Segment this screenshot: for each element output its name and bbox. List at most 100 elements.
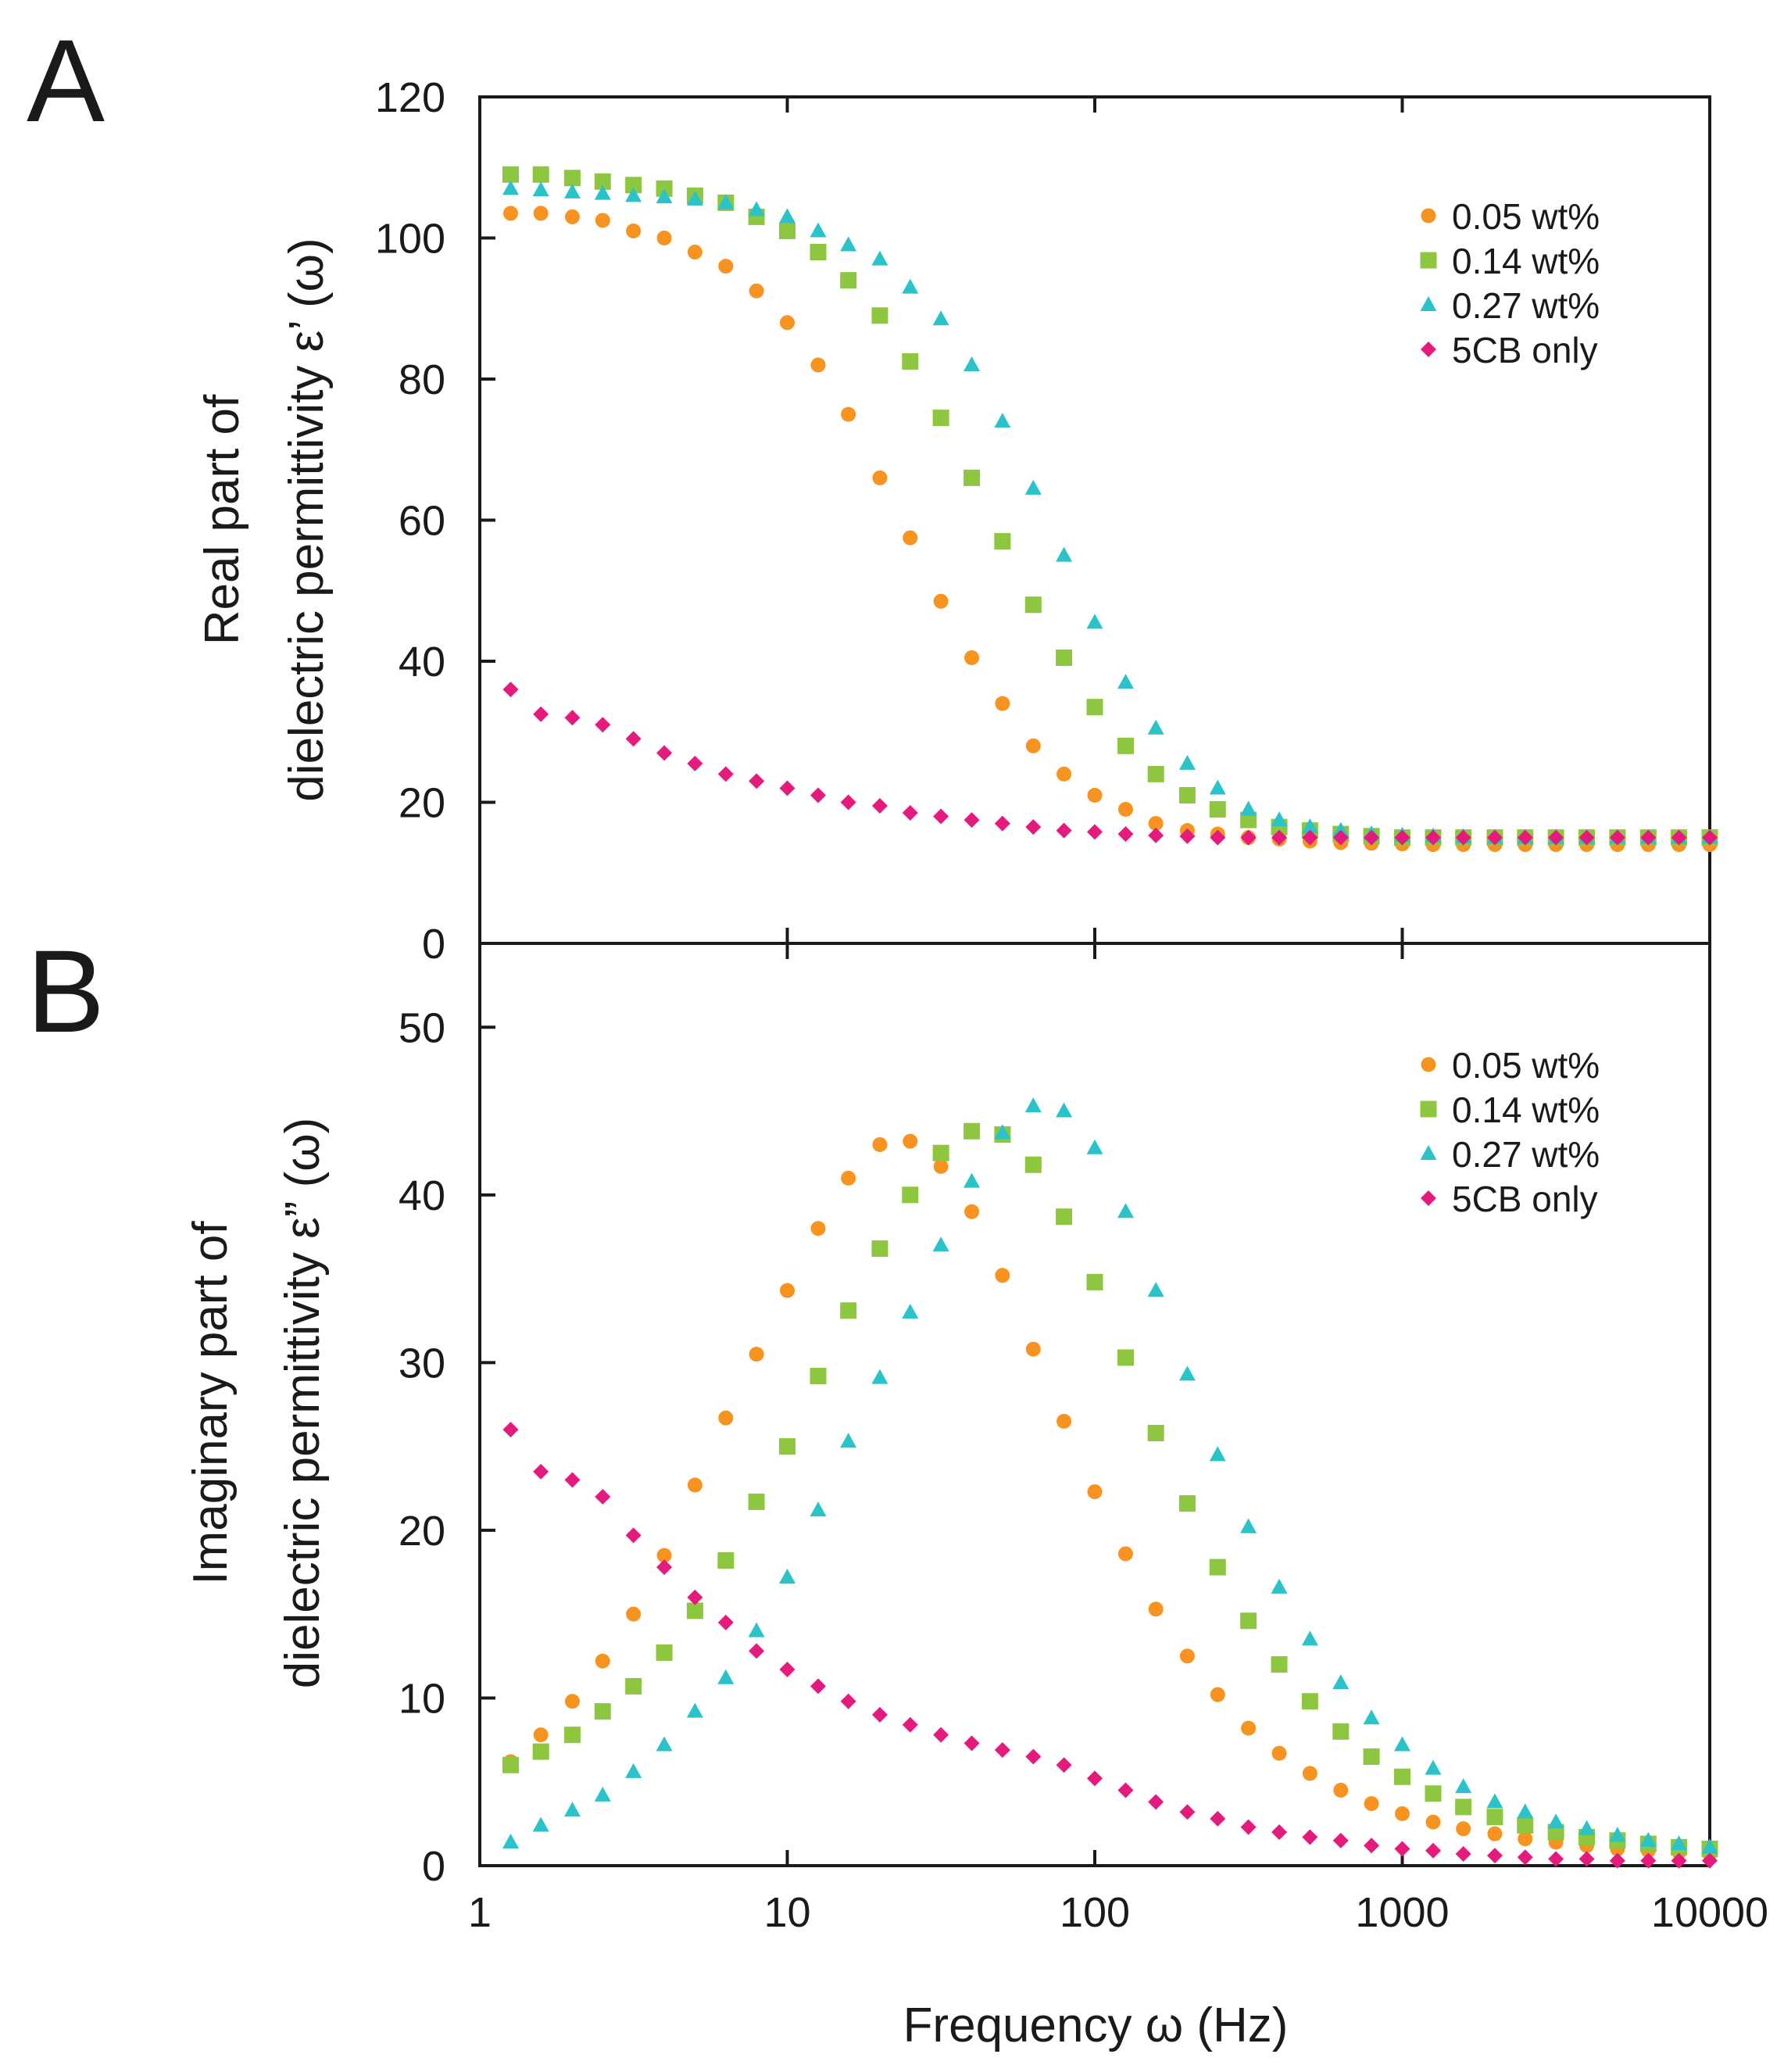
panel-b-point-square [1147, 1424, 1164, 1441]
x-tick-label: 1 [468, 1889, 492, 1936]
panel-b-point-triangle [1240, 1518, 1257, 1533]
panel-b-point-circle [903, 1133, 918, 1149]
panel-b-point-square [1301, 1693, 1318, 1710]
panel-a-point-diamond [1640, 829, 1657, 846]
panel-b-point-square [932, 1144, 949, 1161]
panel-b-point-triangle [932, 1236, 949, 1252]
panel-b-point-circle [564, 1694, 580, 1709]
panel-b-point-square [1240, 1612, 1257, 1630]
panel-b-point-square [1178, 1495, 1196, 1512]
panel-b-point-triangle [1117, 1203, 1134, 1219]
panel-a-letter: A [27, 15, 105, 146]
panel-b-point-triangle [1547, 1813, 1564, 1829]
panel-b-point-diamond [1148, 1794, 1164, 1810]
panel-b-point-diamond [656, 1559, 673, 1576]
panel-a-point-square [1240, 811, 1257, 828]
panel-b-point-circle [964, 1204, 980, 1219]
panel-b-point-triangle [1517, 1803, 1534, 1819]
panel-a-point-square [1056, 649, 1073, 666]
panel-a-point-square [594, 173, 611, 190]
panel-b-point-circle [533, 1727, 549, 1743]
panel-b-point-circle [1210, 1687, 1225, 1702]
panel-a-point-diamond [840, 794, 856, 811]
panel-a-point-triangle [964, 356, 981, 371]
panel-a-point-diamond [1517, 829, 1533, 846]
panel-a-point-circle [872, 470, 888, 485]
panel-b-point-diamond [779, 1661, 795, 1677]
panel-a-point-circle [1056, 766, 1072, 782]
panel-a-ylabel-line2: dielectric permittivity ε’ (ω) [280, 238, 334, 801]
panel-a-point-triangle [840, 236, 857, 252]
panel-a-point-diamond [994, 815, 1010, 832]
panel-b-point-circle [1456, 1821, 1471, 1837]
panel-b-point-triangle [563, 1802, 581, 1817]
panel-a-point-circle [995, 696, 1010, 711]
panel-b-ytick-label: 50 [399, 1004, 445, 1051]
panel-a-ytick-label: 20 [399, 780, 445, 827]
panel-a-point-square [1209, 801, 1226, 818]
panel-a-ytick-label: 0 [422, 921, 445, 968]
panel-b-legend-label: 0.27 wt% [1452, 1134, 1600, 1175]
panel-a-point-square [964, 469, 981, 486]
panel-a-point-diamond [1455, 829, 1471, 846]
panel-b-point-circle [1364, 1796, 1379, 1812]
panel-a-point-circle [1117, 802, 1133, 818]
panel-a-point-diamond [1394, 829, 1410, 846]
panel-a-point-diamond [779, 780, 795, 796]
panel-b-point-square [625, 1677, 642, 1694]
panel-a-point-circle [656, 231, 672, 245]
panel-a-point-circle [687, 245, 703, 260]
panel-b-legend-marker [1421, 1057, 1436, 1072]
panel-b-point-diamond [1517, 1849, 1533, 1866]
x-tick-label: 10000 [1651, 1889, 1768, 1936]
panel-b-point-triangle [1701, 1838, 1718, 1854]
panel-a-point-triangle [1240, 800, 1257, 816]
panel-a-point-square [1117, 737, 1134, 754]
panel-a-point-diamond [533, 706, 549, 722]
panel-b-point-square [902, 1186, 919, 1204]
panel-b-point-diamond [564, 1472, 581, 1488]
panel-b-ylabel-line1: Imaginary part of [184, 1221, 238, 1585]
panel-b-point-diamond [1332, 1832, 1349, 1848]
panel-b-point-triangle [625, 1762, 642, 1778]
panel-b-point-triangle [532, 1816, 549, 1832]
panel-a-ytick-label: 100 [375, 216, 445, 263]
panel-a-point-circle [564, 209, 580, 224]
panel-b-point-square [717, 1552, 735, 1569]
panel-a-point-diamond [1548, 829, 1564, 846]
panel-b-point-triangle [1056, 1102, 1073, 1118]
panel-b-point-triangle [1394, 1736, 1410, 1752]
panel-b-point-diamond [749, 1643, 765, 1659]
panel-b-point-square [656, 1644, 673, 1662]
panel-b-point-circle [1271, 1745, 1287, 1761]
panel-a-point-diamond [749, 773, 765, 789]
panel-a-point-diamond [1702, 829, 1718, 846]
panel-a-point-triangle [1209, 779, 1226, 795]
panel-a-point-square [871, 307, 888, 324]
panel-a-point-triangle [1147, 719, 1164, 735]
panel-b-point-square [840, 1302, 857, 1319]
panel-b-point-square [810, 1368, 827, 1385]
panel-a-point-diamond [625, 731, 642, 747]
panel-a-point-circle [1025, 738, 1041, 753]
panel-a-point-diamond [656, 745, 673, 761]
panel-b-point-diamond [1425, 1842, 1441, 1859]
panel-b-legend-label: 5CB only [1452, 1179, 1598, 1219]
panel-a-point-circle [626, 223, 642, 238]
panel-a-point-square [779, 222, 795, 239]
panel-a-legend-label: 0.14 wt% [1452, 241, 1600, 281]
panel-a-point-square [502, 166, 519, 183]
panel-a-point-triangle [656, 188, 673, 204]
panel-b-point-triangle [594, 1786, 611, 1802]
panel-a-point-circle [780, 315, 795, 331]
panel-b-legend-marker [1420, 1145, 1437, 1160]
panel-a-point-diamond [1087, 824, 1103, 840]
panel-a-point-diamond [564, 710, 581, 726]
panel-b-point-circle [780, 1283, 795, 1298]
panel-b-letter: B [27, 925, 105, 1057]
panel-b-point-diamond [1302, 1829, 1318, 1845]
panel-a-point-square [994, 533, 1011, 550]
panel-a-point-circle [964, 650, 980, 665]
panel-b-point-circle [1425, 1814, 1441, 1830]
